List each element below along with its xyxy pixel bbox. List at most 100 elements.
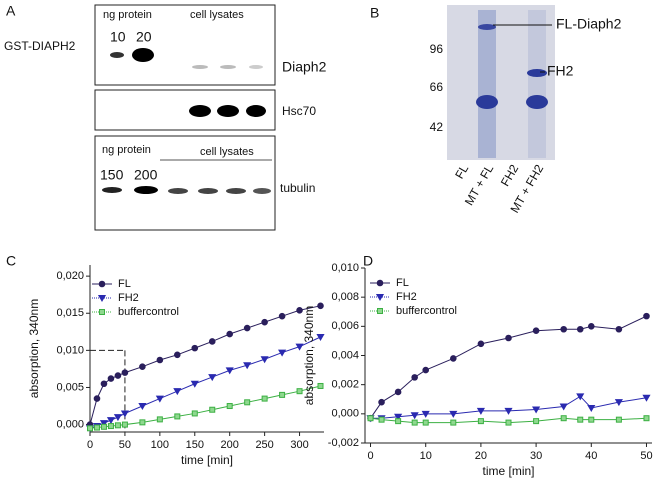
band xyxy=(189,105,211,117)
amount: 150 xyxy=(100,167,124,183)
legend-marker xyxy=(375,294,385,301)
data-point xyxy=(278,349,287,357)
data-point xyxy=(642,394,651,402)
data-point xyxy=(93,424,100,431)
data-point xyxy=(191,344,199,352)
data-point xyxy=(532,406,541,414)
x-axis-title: time [min] xyxy=(181,453,233,467)
legend-marker xyxy=(97,295,107,302)
data-point xyxy=(477,340,485,348)
data-point xyxy=(367,415,374,422)
x-tick-label: 10 xyxy=(420,450,432,462)
data-point xyxy=(316,333,325,341)
amount: 20 xyxy=(136,29,152,45)
data-point xyxy=(317,382,324,389)
data-point xyxy=(114,372,122,379)
mw-label: 42 xyxy=(430,120,444,134)
legend-label: buffercontrol xyxy=(118,306,179,318)
data-point xyxy=(411,374,418,381)
data-point xyxy=(296,306,303,314)
data-point xyxy=(576,325,584,333)
data-point xyxy=(174,351,181,359)
band xyxy=(102,187,122,193)
data-point xyxy=(87,425,93,432)
data-point xyxy=(449,410,458,418)
band xyxy=(527,69,547,77)
row-label: GST-DIAPH2 xyxy=(4,39,76,53)
data-point xyxy=(226,403,233,410)
lane xyxy=(528,10,546,158)
legend-label: FL xyxy=(396,277,409,289)
x-tick-label: 30 xyxy=(530,450,542,462)
data-point xyxy=(208,338,216,345)
data-point xyxy=(505,419,512,426)
y-tick-label: 0,004 xyxy=(331,349,359,361)
data-point xyxy=(121,421,128,428)
y-tick-label: 0,008 xyxy=(331,291,359,303)
x-tick-label: 40 xyxy=(585,450,597,462)
data-point xyxy=(559,403,568,411)
data-point xyxy=(577,416,584,423)
band xyxy=(134,186,158,194)
data-point xyxy=(190,380,199,388)
x-tick-label: 250 xyxy=(255,439,273,451)
data-point xyxy=(120,410,129,418)
legend-marker xyxy=(98,280,106,288)
x-tick-label: 50 xyxy=(640,450,652,462)
blot-label: Hsc70 xyxy=(282,104,316,118)
data-point xyxy=(560,415,567,422)
y-axis-title: absorption, 340nm xyxy=(27,299,41,398)
blot-header: cell lysates xyxy=(190,9,244,21)
data-point xyxy=(505,334,512,342)
band xyxy=(246,105,266,117)
data-point xyxy=(394,388,402,396)
y-tick-label: 0,002 xyxy=(331,379,359,391)
data-point xyxy=(225,367,234,375)
data-point xyxy=(174,413,181,420)
data-point xyxy=(156,356,164,364)
band xyxy=(253,188,271,194)
y-tick-label: 0,000 xyxy=(331,408,359,420)
data-point xyxy=(107,375,115,382)
legend-label: FL xyxy=(118,278,131,290)
data-point xyxy=(260,356,269,364)
data-point xyxy=(378,398,385,406)
blot-box xyxy=(94,4,276,86)
data-point xyxy=(295,343,304,351)
data-point xyxy=(107,423,114,430)
legend-label: FH2 xyxy=(118,292,139,304)
mw-label: 96 xyxy=(430,42,444,56)
data-point xyxy=(243,324,251,332)
data-point xyxy=(106,417,116,425)
data-point xyxy=(504,407,513,415)
panel-label: B xyxy=(370,5,379,21)
data-point xyxy=(191,410,198,417)
band xyxy=(478,24,496,30)
data-point xyxy=(643,415,650,422)
lane-label: FL xyxy=(452,162,471,181)
band xyxy=(249,65,263,69)
data-point xyxy=(139,363,146,370)
x-tick-label: 50 xyxy=(119,439,131,451)
data-point xyxy=(532,327,540,335)
panel-label: D xyxy=(363,253,373,269)
data-point xyxy=(450,419,457,426)
data-point xyxy=(209,406,216,413)
panel-label: A xyxy=(6,3,16,19)
data-point xyxy=(279,391,286,398)
data-point xyxy=(615,325,623,333)
data-point xyxy=(93,395,101,402)
band xyxy=(476,95,498,109)
data-point xyxy=(155,395,164,403)
data-point xyxy=(100,380,108,388)
data-point xyxy=(395,418,402,425)
panel-label: C xyxy=(6,253,16,269)
band xyxy=(226,188,246,194)
blot-box xyxy=(94,89,276,131)
y-tick-label: -0,002 xyxy=(328,437,359,449)
band-label: FH2 xyxy=(547,63,574,79)
band xyxy=(192,65,208,69)
data-point xyxy=(99,420,109,428)
data-point xyxy=(317,302,324,310)
band xyxy=(220,65,236,69)
